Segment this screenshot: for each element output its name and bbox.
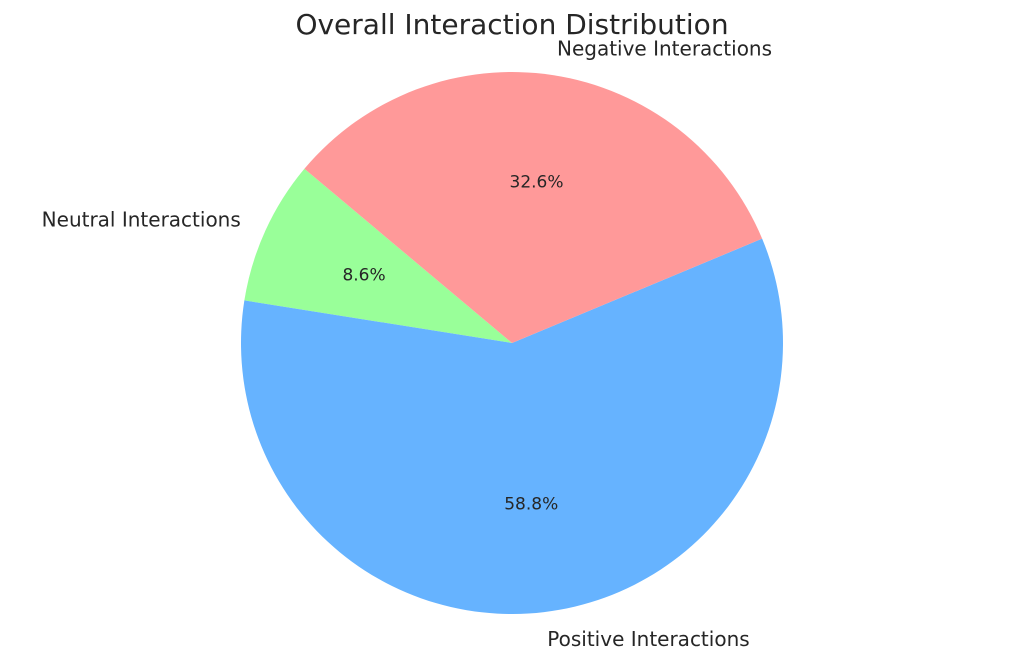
chart-title: Overall Interaction Distribution: [295, 8, 728, 41]
pct-label-negative-interactions: 32.6%: [510, 172, 564, 192]
slice-label-neutral-interactions: Neutral Interactions: [42, 207, 241, 231]
slice-label-negative-interactions: Negative Interactions: [557, 36, 772, 60]
pie-slice-positive-interactions: [241, 238, 783, 614]
pct-label-neutral-interactions: 8.6%: [342, 266, 385, 286]
pct-label-positive-interactions: 58.8%: [504, 494, 558, 514]
slice-label-positive-interactions: Positive Interactions: [547, 627, 749, 651]
pie-slice-negative-interactions: [304, 72, 763, 344]
slice-labels: Neutral Interactions Positive Interaction…: [42, 36, 772, 651]
pie-slices: [241, 72, 783, 614]
pie-slice-neutral-interactions: [244, 168, 512, 343]
percentage-labels: 8.6% 58.8% 32.6%: [342, 172, 563, 514]
